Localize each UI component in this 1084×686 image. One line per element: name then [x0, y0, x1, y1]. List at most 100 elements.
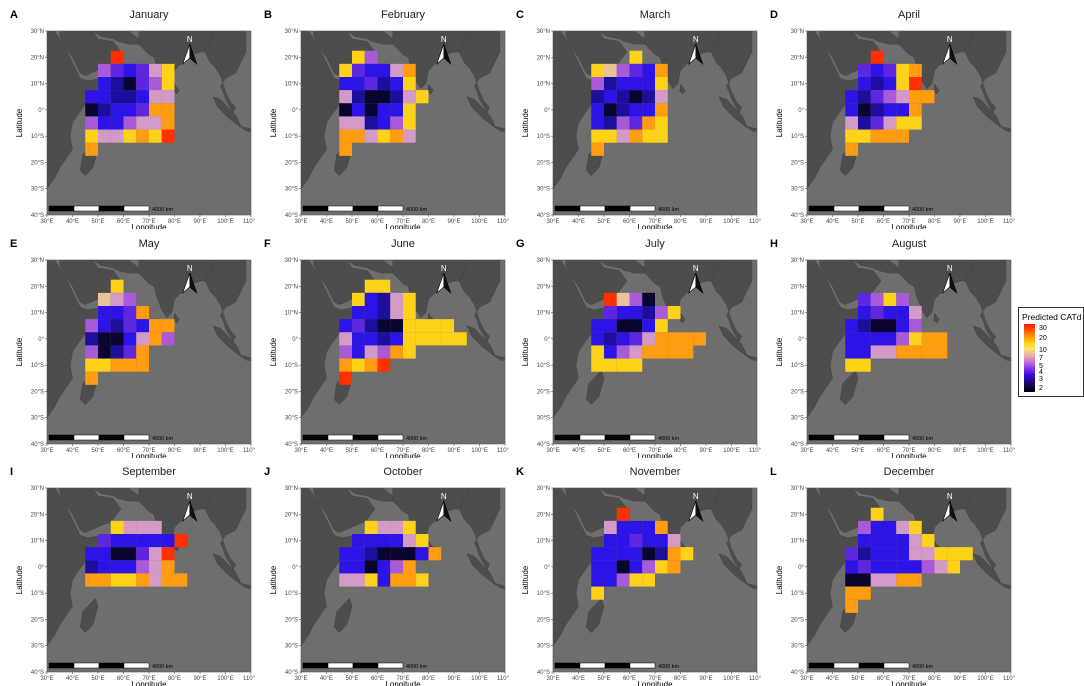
prediction-cell	[390, 534, 403, 548]
prediction-cell	[870, 560, 884, 574]
map-panel-may: E May N 4000 km 30°E 40°E 50°E 60°E 70°E 80°E 90°E…	[0, 229, 255, 458]
prediction-cell	[616, 116, 630, 130]
y-axis-label: Latitude	[521, 108, 530, 137]
y-tick-label: 10°S	[31, 134, 44, 140]
prediction-cell	[364, 292, 378, 306]
prediction-cell	[642, 306, 655, 320]
scale-bar-label: 4000 km	[152, 207, 174, 213]
prediction-cell	[858, 534, 871, 548]
land-mass	[466, 96, 496, 126]
prediction-cell	[123, 103, 137, 117]
north-arrow-icon	[942, 500, 958, 522]
north-arrow-icon	[182, 43, 198, 65]
prediction-cell	[428, 319, 442, 333]
x-tick-label: 70°E	[142, 219, 155, 225]
prediction-cell	[110, 547, 124, 561]
north-arrow-icon	[436, 43, 452, 65]
prediction-cell	[629, 547, 643, 561]
prediction-cell	[858, 547, 871, 561]
x-tick-label: 60°E	[877, 219, 890, 225]
prediction-cell	[339, 77, 352, 91]
prediction-cell	[390, 63, 403, 77]
prediction-cell	[858, 520, 871, 534]
prediction-cell	[883, 560, 897, 574]
x-tick-label: 80°E	[674, 448, 687, 454]
prediction-cell	[110, 534, 124, 548]
prediction-cell	[364, 306, 378, 320]
prediction-cell	[98, 103, 111, 117]
prediction-cell	[352, 129, 365, 143]
prediction-cell	[149, 90, 162, 104]
prediction-cell	[339, 129, 352, 143]
prediction-cell	[85, 90, 98, 104]
prediction-cell	[149, 332, 162, 346]
prediction-cell	[642, 319, 655, 333]
land-mass	[204, 260, 247, 342]
y-axis-label: Latitude	[775, 337, 784, 366]
prediction-cell	[629, 306, 643, 320]
land-mass	[598, 260, 648, 274]
y-tick-label: 0°	[292, 565, 298, 571]
prediction-cell	[364, 534, 378, 548]
y-tick-label: 40°S	[537, 670, 550, 676]
prediction-cell	[896, 292, 909, 306]
x-tick-label: 100°E	[977, 219, 993, 225]
prediction-cell	[883, 534, 897, 548]
panel-title: October	[383, 466, 423, 478]
prediction-cell	[339, 332, 352, 346]
prediction-cell	[883, 306, 897, 320]
land-mass	[492, 125, 505, 132]
land-mass	[710, 260, 753, 342]
prediction-cell	[604, 116, 617, 130]
prediction-cell	[909, 534, 922, 548]
prediction-cell	[98, 573, 111, 587]
prediction-cell	[858, 345, 871, 359]
prediction-cell	[352, 332, 365, 346]
y-tick-label: 10°N	[285, 539, 298, 545]
prediction-cell	[403, 63, 416, 77]
x-tick-label: 50°E	[851, 219, 864, 225]
x-tick-label: 40°E	[320, 448, 333, 454]
y-tick-label: 30°S	[285, 644, 298, 650]
prediction-cell	[870, 116, 884, 130]
x-tick-label: 40°E	[572, 448, 585, 454]
prediction-cell	[110, 103, 124, 117]
land-mass	[598, 488, 648, 502]
prediction-cell	[870, 63, 884, 77]
prediction-cell	[870, 292, 884, 306]
land-mass	[933, 312, 940, 324]
prediction-cell	[364, 77, 378, 91]
prediction-cell	[591, 77, 604, 91]
prediction-cell	[845, 116, 858, 130]
prediction-cell	[845, 573, 858, 587]
north-label: N	[947, 492, 953, 501]
prediction-cell	[403, 129, 416, 143]
y-tick-label: 0°	[798, 565, 804, 571]
map-plot: N 4000 km 30°E 40°E 50°E 60°E 70°E 80°E 90°E 100°…	[775, 486, 1015, 686]
panel-letter: L	[770, 466, 777, 478]
prediction-cell	[110, 63, 124, 77]
land-mass	[173, 312, 180, 324]
y-tick-label: 20°S	[791, 160, 804, 166]
x-tick-label: 70°E	[142, 448, 155, 454]
prediction-cell	[123, 345, 137, 359]
y-tick-label: 0°	[544, 108, 550, 114]
y-tick-label: 10°S	[31, 591, 44, 597]
prediction-cell	[136, 534, 149, 548]
prediction-cell	[858, 319, 871, 333]
prediction-cell	[896, 560, 909, 574]
x-tick-label: 80°E	[928, 448, 941, 454]
prediction-cell	[858, 306, 871, 320]
prediction-cell	[123, 358, 137, 372]
prediction-cell	[604, 77, 617, 91]
prediction-cell	[909, 306, 922, 320]
map-plot: N 4000 km 30°E 40°E 50°E 60°E 70°E 80°E 90°E 100°…	[15, 486, 255, 686]
prediction-cell	[616, 129, 630, 143]
x-tick-label: 110°E	[1003, 448, 1015, 454]
x-tick-label: 90°E	[699, 676, 712, 682]
land-mass	[238, 354, 251, 361]
x-axis-label: Longitude	[637, 452, 673, 458]
prediction-cell	[110, 345, 124, 359]
panel-letter: I	[10, 466, 14, 478]
prediction-cell	[896, 573, 909, 587]
